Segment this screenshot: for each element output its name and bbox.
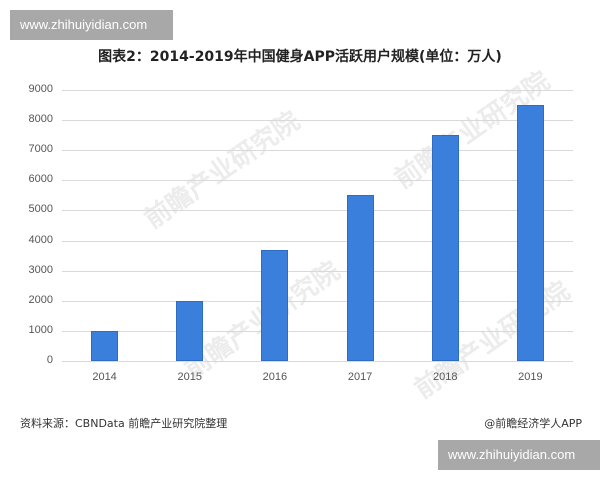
watermark-badge-top: www.zhihuiyidian.com xyxy=(10,10,173,40)
gridline xyxy=(62,240,573,242)
gridline xyxy=(62,300,573,302)
gridline xyxy=(62,150,573,152)
x-tick-label: 2019 xyxy=(518,371,543,383)
bar-2016 xyxy=(261,249,289,361)
bar-2014 xyxy=(91,330,119,361)
chart-title: 图表2：2014-2019年中国健身APP活跃用户规模(单位：万人) xyxy=(98,49,502,65)
gridline xyxy=(62,361,573,362)
gridline xyxy=(62,270,573,272)
bar-2017 xyxy=(346,195,374,361)
bar-2019 xyxy=(516,105,544,361)
gridline xyxy=(62,180,573,182)
x-tick-label: 2015 xyxy=(177,371,202,383)
x-tick-label: 2017 xyxy=(347,371,373,383)
gridline xyxy=(62,330,573,332)
y-tick-label: 8000 xyxy=(28,113,53,126)
gridline xyxy=(62,120,573,122)
y-tick-label: 6000 xyxy=(28,173,53,186)
x-tick-label: 2016 xyxy=(262,371,288,383)
watermark-badge-bottom: www.zhihuiyidian.com xyxy=(438,440,600,470)
gridline xyxy=(62,90,573,91)
bar-2018 xyxy=(431,135,459,361)
source-note: 资料来源：CBNData 前瞻产业研究院整理 xyxy=(20,417,228,430)
gridline xyxy=(62,210,573,212)
credit-note: @前瞻经济学人APP xyxy=(484,417,582,430)
x-tick-label: 2014 xyxy=(92,371,117,383)
y-tick-label: 5000 xyxy=(28,203,53,216)
y-tick-label: 1000 xyxy=(28,323,53,336)
y-tick-label: 7000 xyxy=(28,143,53,156)
y-tick-label: 0 xyxy=(46,354,53,366)
y-tick-label: 9000 xyxy=(28,83,53,95)
plot-area xyxy=(62,90,573,362)
bar-2015 xyxy=(176,300,204,361)
y-tick-label: 4000 xyxy=(28,233,53,246)
x-tick-label: 2018 xyxy=(433,371,458,383)
y-tick-label: 2000 xyxy=(28,293,53,306)
y-tick-label: 3000 xyxy=(28,263,53,276)
